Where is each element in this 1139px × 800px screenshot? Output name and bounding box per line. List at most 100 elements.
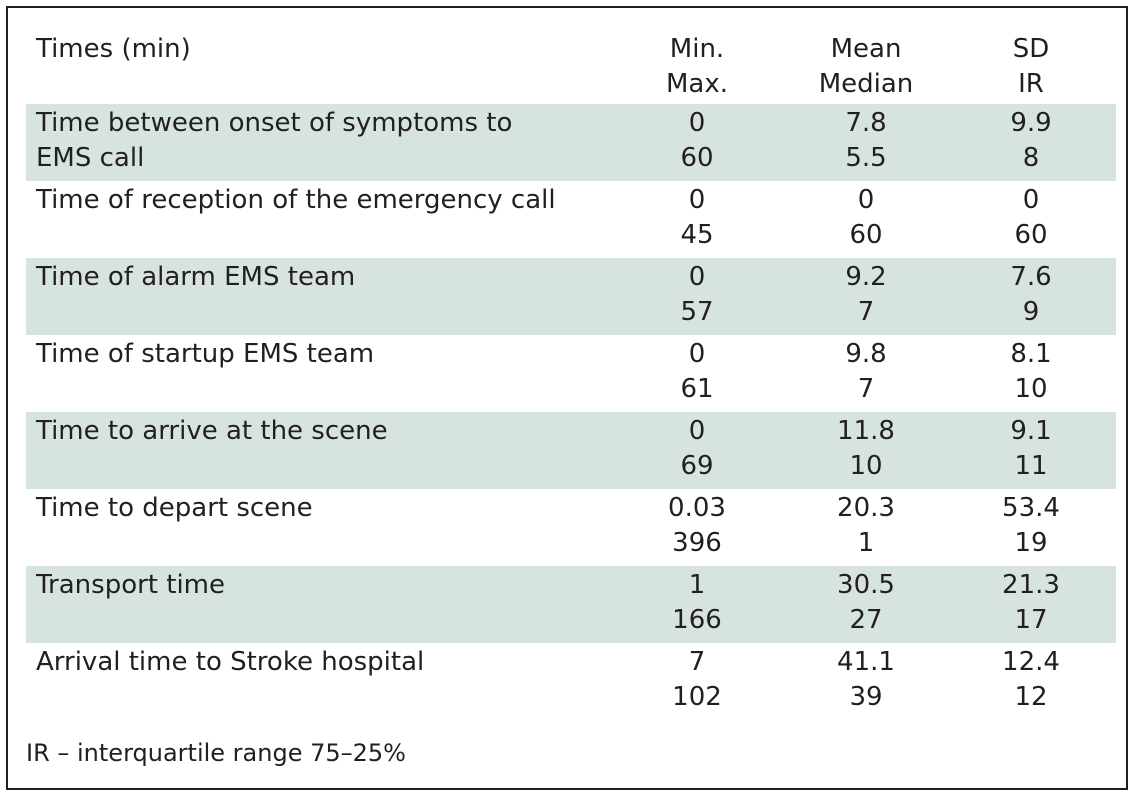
- table-row: Time of reception of the emergency call …: [26, 181, 1116, 258]
- row-label-line: EMS call: [36, 143, 145, 173]
- sd-value: 53.4: [1002, 493, 1060, 523]
- row-label: Transport time: [36, 568, 636, 603]
- min-value: 7: [688, 647, 706, 677]
- table-row: Arrival time to Stroke hospital 7 102 41…: [26, 643, 1116, 720]
- mean-median-cell: 7.8 5.5: [811, 106, 921, 176]
- min-max-cell: 7 102: [647, 645, 747, 715]
- table-row: Time to depart scene 0.03 396 20.3 1 53.…: [26, 489, 1116, 566]
- table-row: Time between onset of symptoms to EMS ca…: [26, 104, 1116, 181]
- ir-value: 11: [1014, 451, 1048, 481]
- row-label-line: Time between onset of symptoms to: [36, 108, 513, 138]
- table-row: Time of alarm EMS team 0 57 9.2 7 7.6 9: [26, 258, 1116, 335]
- row-label-line: Time of startup EMS team: [36, 339, 375, 369]
- row-label: Time of reception of the emergency call: [36, 183, 636, 218]
- min-max-cell: 1 166: [647, 568, 747, 638]
- max-value: 57: [680, 297, 714, 327]
- sd-ir-cell: 53.4 19: [981, 491, 1081, 561]
- median-value: 39: [849, 682, 883, 712]
- min-max-cell: 0 57: [647, 260, 747, 330]
- max-value: 102: [672, 682, 722, 712]
- table-frame: [6, 6, 1128, 790]
- min-max-cell: 0 45: [647, 183, 747, 253]
- header-sd: SD: [1012, 34, 1050, 64]
- row-label: Arrival time to Stroke hospital: [36, 645, 636, 680]
- sd-value: 12.4: [1002, 647, 1060, 677]
- max-value: 45: [680, 220, 714, 250]
- sd-ir-cell: 0 60: [981, 183, 1081, 253]
- row-label-line: Time to depart scene: [36, 493, 313, 523]
- median-value: 7: [857, 374, 875, 404]
- sd-ir-cell: 21.3 17: [981, 568, 1081, 638]
- sd-ir-cell: 12.4 12: [981, 645, 1081, 715]
- median-value: 5.5: [845, 143, 887, 173]
- median-value: 27: [849, 605, 883, 635]
- table-row: Time to arrive at the scene 0 69 11.8 10…: [26, 412, 1116, 489]
- max-value: 396: [672, 528, 722, 558]
- row-label: Time to arrive at the scene: [36, 414, 636, 449]
- header-min: Min.: [669, 34, 725, 64]
- header-ir: IR: [1018, 69, 1044, 99]
- mean-median-cell: 11.8 10: [811, 414, 921, 484]
- header-times-label: Times (min): [36, 32, 636, 67]
- median-value: 7: [857, 297, 875, 327]
- row-label: Time of startup EMS team: [36, 337, 636, 372]
- ir-value: 9: [1022, 297, 1040, 327]
- mean-median-cell: 0 60: [811, 183, 921, 253]
- mean-median-cell: 30.5 27: [811, 568, 921, 638]
- min-value: 1: [688, 570, 706, 600]
- min-value: 0: [688, 339, 706, 369]
- row-label-line: Arrival time to Stroke hospital: [36, 647, 425, 677]
- table-row: Transport time 1 166 30.5 27 21.3 17: [26, 566, 1116, 643]
- mean-value: 41.1: [837, 647, 895, 677]
- mean-value: 9.2: [845, 262, 887, 292]
- sd-value: 9.1: [1010, 416, 1052, 446]
- sd-value: 0: [1022, 185, 1040, 215]
- mean-median-cell: 9.2 7: [811, 260, 921, 330]
- min-max-cell: 0 69: [647, 414, 747, 484]
- min-max-cell: 0 61: [647, 337, 747, 407]
- max-value: 60: [680, 143, 714, 173]
- max-value: 69: [680, 451, 714, 481]
- header-times-text: Times (min): [36, 34, 191, 64]
- sd-value: 9.9: [1010, 108, 1052, 138]
- mean-value: 30.5: [837, 570, 895, 600]
- ir-value: 10: [1014, 374, 1048, 404]
- min-value: 0.03: [668, 493, 726, 523]
- mean-median-cell: 9.8 7: [811, 337, 921, 407]
- times-table: Times (min) Min. Max. Mean Median SD IR …: [26, 28, 1116, 720]
- ir-value: 17: [1014, 605, 1048, 635]
- table-footnote: IR – interquartile range 75–25%: [26, 739, 406, 767]
- row-label-line: Time to arrive at the scene: [36, 416, 388, 446]
- header-min-max: Min. Max.: [647, 32, 747, 102]
- sd-ir-cell: 9.1 11: [981, 414, 1081, 484]
- min-max-cell: 0.03 396: [647, 491, 747, 561]
- mean-value: 11.8: [837, 416, 895, 446]
- row-label: Time to depart scene: [36, 491, 636, 526]
- min-value: 0: [688, 416, 706, 446]
- sd-value: 8.1: [1010, 339, 1052, 369]
- mean-value: 7.8: [845, 108, 887, 138]
- sd-ir-cell: 8.1 10: [981, 337, 1081, 407]
- min-value: 0: [688, 185, 706, 215]
- ir-value: 60: [1014, 220, 1048, 250]
- mean-value: 0: [857, 185, 875, 215]
- ir-value: 19: [1014, 528, 1048, 558]
- sd-value: 21.3: [1002, 570, 1060, 600]
- row-label: Time between onset of symptoms to EMS ca…: [36, 106, 636, 176]
- median-value: 10: [849, 451, 883, 481]
- min-value: 0: [688, 108, 706, 138]
- header-sd-ir: SD IR: [981, 32, 1081, 102]
- header-max: Max.: [665, 69, 729, 99]
- min-max-cell: 0 60: [647, 106, 747, 176]
- median-value: 1: [857, 528, 875, 558]
- mean-value: 20.3: [837, 493, 895, 523]
- sd-value: 7.6: [1010, 262, 1052, 292]
- header-mean-median: Mean Median: [811, 32, 921, 102]
- mean-median-cell: 41.1 39: [811, 645, 921, 715]
- table-row: Time of startup EMS team 0 61 9.8 7 8.1 …: [26, 335, 1116, 412]
- mean-median-cell: 20.3 1: [811, 491, 921, 561]
- row-label-line: Time of alarm EMS team: [36, 262, 356, 292]
- row-label: Time of alarm EMS team: [36, 260, 636, 295]
- row-label-line: Time of reception of the emergency call: [36, 185, 556, 215]
- mean-value: 9.8: [845, 339, 887, 369]
